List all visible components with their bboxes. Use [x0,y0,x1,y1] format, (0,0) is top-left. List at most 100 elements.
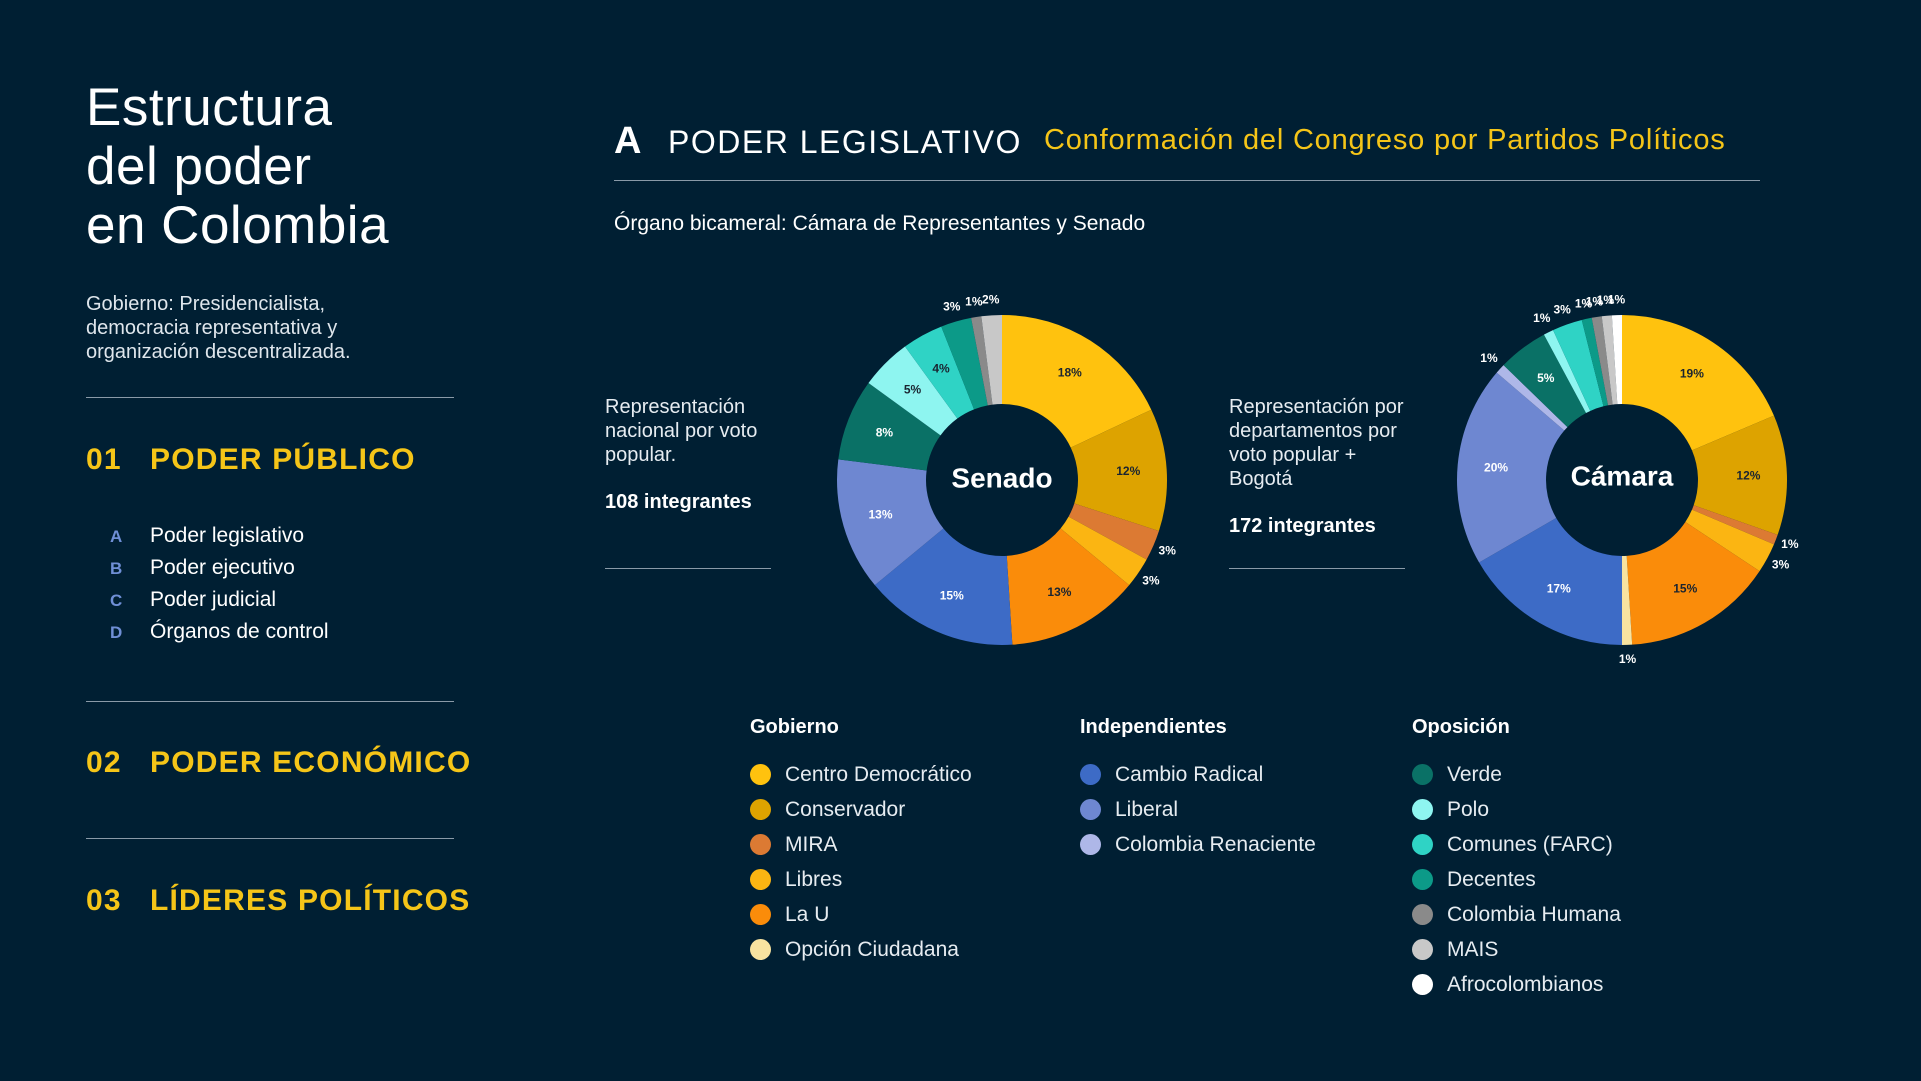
legend-swatch [1080,764,1101,785]
legend-group-title: Independientes [1080,716,1227,738]
camara-slice-label: 1% [1586,294,1604,308]
legend-label: Colombia Humana [1447,902,1621,926]
legend-item: Opción Ciudadana [750,932,972,967]
senado-slice [1068,503,1159,560]
camara-slice [1457,372,1565,563]
senado-slice [837,459,944,586]
legend-swatch [1412,939,1433,960]
camara-slice-label: 20% [1484,460,1508,474]
divider [86,397,454,398]
legend-item: Centro Democrático [750,757,972,792]
camara-slice-label: 15% [1673,582,1697,596]
section-lideres-politicos[interactable]: 03 LÍDERES POLÍTICOS [86,884,470,918]
senado-slice-label: 12% [1116,464,1140,478]
camara-slice [1685,509,1774,572]
senado-divider [605,568,771,569]
camara-slice [1581,317,1609,407]
senado-center-label: Senado [951,462,1052,493]
nav-item-label: Poder ejecutivo [150,556,295,579]
section-label: PODER ECONÓMICO [150,746,472,779]
senado-slice [1002,315,1152,448]
divider [86,838,454,839]
section-letter: A [614,120,642,162]
legend-item: Polo [1412,792,1621,827]
legend-label: Conservador [785,797,906,821]
legend-swatch [750,904,771,925]
camara-slice-label: 1% [1608,292,1626,306]
senado-slice-label: 1% [965,294,983,308]
legend-item: Cambio Radical [1080,757,1316,792]
senado-slice-label: 15% [940,588,964,602]
camara-slice [1503,334,1587,428]
nav-item-poder-judicial[interactable]: C Poder judicial [110,588,276,612]
legend-item: Colombia Humana [1412,897,1621,932]
senado-slice [905,326,975,419]
legend-swatch [1412,764,1433,785]
legend-label: La U [785,902,830,926]
camara-center-label: Cámara [1571,460,1674,491]
section-label: LÍDERES POLÍTICOS [150,884,471,917]
nav-item-letter: D [110,623,123,642]
legend-item: Libres [750,862,972,897]
camara-slice-label: 12% [1736,468,1760,482]
nav-item-poder-ejecutivo[interactable]: B Poder ejecutivo [110,556,295,580]
senado-donut-chart: 18% 12% 3% 3% 13% 15% 13% 8% 5% 4% 3% 1% 2% Senado [837,293,1176,645]
legend-label: Liberal [1115,797,1179,821]
section-number: 03 [86,884,122,917]
senado-slice [1060,516,1147,586]
section-heading: PODER LEGISLATIVO [668,124,1022,160]
camara-slice-label: 1% [1533,311,1551,325]
legend-label: MIRA [785,832,838,856]
camara-slice-label: 3% [1772,557,1790,571]
legend-swatch [1080,834,1101,855]
section-number: 01 [86,443,122,476]
senado-slice-label: 13% [869,507,893,521]
senado-slice-label: 4% [932,361,950,375]
nav-item-poder-legislativo[interactable]: A Poder legislativo [110,524,304,548]
legend-label: Verde [1447,762,1502,786]
legend-swatch [750,939,771,960]
legend-item: MIRA [750,827,972,862]
legend-label: Afrocolombianos [1447,972,1604,996]
legend-swatch [750,764,771,785]
camara-slice [1601,315,1618,405]
camara-slice-label: 3% [1554,302,1572,316]
camara-slice-label: 1% [1597,293,1615,307]
header-divider [614,180,1760,181]
section-number: 02 [86,746,122,779]
camara-slice [1553,319,1604,411]
camara-slice-label: 1% [1575,296,1593,310]
camara-count: 172 integrantes [1229,515,1376,537]
camara-slice-label: 19% [1680,367,1704,381]
legend-group-title: Gobierno [750,716,839,738]
legend-swatch [750,869,771,890]
legend-group-independientes: Independientes Cambio Radical Liberal Colo… [1080,716,1316,862]
camara-slice-label: 1% [1619,652,1637,666]
senado-slice [838,383,941,471]
divider [86,701,454,702]
legend-item: La U [750,897,972,932]
legend-swatch [1412,904,1433,925]
legend-label: Opción Ciudadana [785,937,959,961]
legend-label: Comunes (FARC) [1447,832,1613,856]
nav-item-label: Órganos de control [150,620,329,643]
section-poder-economico[interactable]: 02 PODER ECONÓMICO [86,746,471,780]
legend-label: Centro Democrático [785,762,972,786]
camara-donut-chart: 19%12%1%3%15%1%17%20%1%5%1%3% 1%1%1%1% Cá… [1457,292,1799,666]
camara-slice [1479,518,1622,645]
nav-item-label: Poder judicial [150,588,277,611]
senado-slice [941,317,988,410]
senado-slice-label: 5% [904,383,922,397]
camara-slice [1496,365,1568,431]
legend-item: Liberal [1080,792,1316,827]
nav-item-letter: A [110,527,123,546]
senado-slice-label: 2% [982,293,1000,307]
legend-label: Decentes [1447,867,1536,891]
legend-swatch [1412,974,1433,995]
legend-label: MAIS [1447,937,1499,961]
legend-item: Verde [1412,757,1621,792]
camara-slice [1611,315,1622,405]
section-poder-publico[interactable]: 01 PODER PÚBLICO [86,443,416,477]
legend-group-oposicion: Oposición Verde Polo Comunes (FARC) Decente… [1412,716,1621,1002]
nav-item-organos-de-control[interactable]: D Órganos de control [110,620,329,644]
